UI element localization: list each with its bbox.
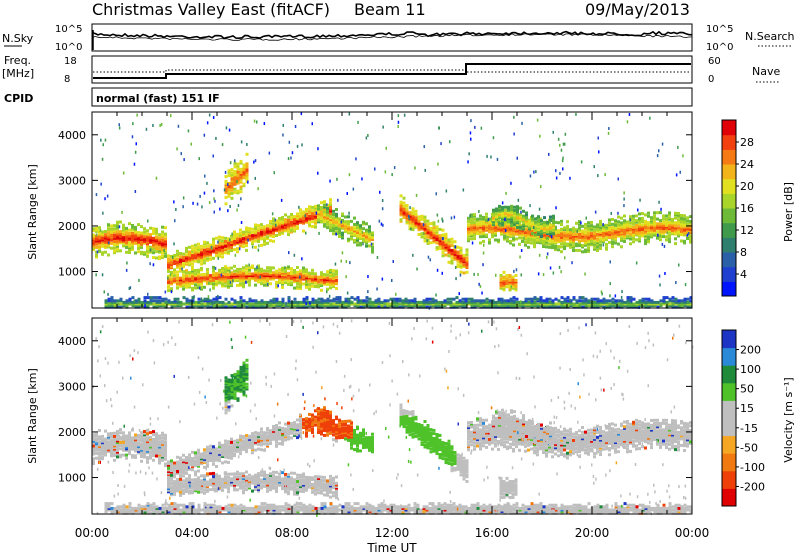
freq-trace — [93, 64, 691, 78]
nsearch-label: N.Search — [745, 30, 795, 43]
station-title: Christmas Valley East (fitACF) — [92, 0, 330, 19]
velocity-colorbar-tick: 100 — [740, 363, 761, 376]
power-colorbar-tick: 16 — [740, 202, 754, 215]
x-tick-2: 08:00 — [275, 526, 310, 540]
velocity-ytick-2000: 2000 — [58, 426, 86, 439]
power-ylabel: Slant Range [km] — [26, 164, 39, 260]
velocity-colorbar-swatch — [722, 400, 736, 418]
freq-panel: Freq. [MHz] 18 8 60 0 Nave — [2, 54, 780, 85]
power-colorbar-tick: 12 — [740, 224, 754, 237]
date-title: 09/May/2013 — [585, 0, 690, 19]
cpid-mode: normal (fast) 151 IF — [96, 92, 220, 105]
power-colorbar-swatch — [722, 135, 736, 150]
velocity-colorbar-tick: 200 — [740, 344, 761, 357]
power-colorbar-swatch — [722, 267, 736, 282]
power-colorbar-tick: 8 — [740, 246, 747, 259]
nsearch-tick-top: 10^5 — [706, 24, 733, 35]
nsky-label: N.Sky — [2, 32, 34, 45]
nave-trace — [93, 70, 691, 72]
power-colorbar-swatch — [722, 252, 736, 267]
cpid-panel: CPID normal (fast) 151 IF — [4, 88, 692, 106]
power-colorbar-tick: 20 — [740, 180, 754, 193]
nave-label: Nave — [752, 65, 780, 78]
x-tick-3: 12:00 — [375, 526, 410, 540]
nsky-tick-top: 10^5 — [55, 24, 82, 35]
velocity-panel: Slant Range [km] 1000 2000 3000 4000 -200 -1… — [26, 318, 795, 517]
power-ytick-4000: 4000 — [58, 129, 86, 142]
velocity-colorbar-swatch — [722, 348, 736, 366]
velocity-colorbar-swatch — [722, 383, 736, 401]
power-colorbar-swatch — [722, 281, 736, 296]
velocity-colorbar-tick: -200 — [740, 480, 765, 493]
cpid-label: CPID — [4, 92, 33, 105]
nave-tick-bottom: 0 — [708, 74, 714, 85]
power-colorbar-swatch — [722, 193, 736, 208]
velocity-ytick-4000: 4000 — [58, 335, 86, 348]
power-colorbar-swatch — [722, 149, 736, 164]
power-colorbar-swatch — [722, 223, 736, 238]
velocity-colorbar-swatch — [722, 365, 736, 383]
velocity-colorbar-swatch — [722, 436, 736, 454]
velocity-colorbar-tick: -50 — [740, 441, 758, 454]
x-tick-1: 04:00 — [175, 526, 210, 540]
power-colorbar-swatch — [722, 237, 736, 252]
velocity-colorbar-tick: 15 — [740, 402, 754, 415]
power-colorbar-tick: 28 — [740, 136, 754, 149]
x-tick-0: 00:00 — [75, 526, 110, 540]
x-tick-6: 00:00 — [675, 526, 710, 540]
velocity-colorbar-swatch — [722, 471, 736, 489]
velocity-ytick-3000: 3000 — [58, 380, 86, 393]
power-panel: Slant Range [km] 1000 2000 3000 4000 4 8 12 16… — [26, 112, 795, 310]
freq-label-2: [MHz] — [2, 67, 34, 80]
beam-title: Beam 11 — [354, 0, 426, 19]
nave-tick-top: 60 — [708, 56, 721, 67]
velocity-colorbar-swatch — [722, 488, 736, 506]
x-tick-4: 16:00 — [475, 526, 510, 540]
velocity-colorbar-swatch — [722, 330, 736, 348]
power-colorbar-tick: 24 — [740, 158, 754, 171]
velocity-colorbar: -200 -100 -50 -15 15 50 100 200 — [722, 330, 765, 507]
velocity-colorbar-swatch — [722, 418, 736, 436]
velocity-ytick-1000: 1000 — [58, 472, 86, 485]
power-ytick-2000: 2000 — [58, 220, 86, 233]
nsky-trace — [92, 32, 692, 39]
velocity-colorbar-tick: -100 — [740, 461, 765, 474]
velocity-colorbar-swatch — [722, 453, 736, 471]
x-axis-label: Time UT — [366, 541, 417, 554]
power-colorbar-swatch — [722, 120, 736, 135]
nsearch-tick-bottom: 10^0 — [706, 42, 733, 53]
nsky-panel: N.Sky 10^5 10^0 10^5 10^0 N.Search — [2, 24, 795, 53]
power-colorbar-swatch — [722, 164, 736, 179]
power-colorbar: 4 8 12 16 20 24 28 — [722, 120, 754, 297]
freq-tick-top: 18 — [64, 56, 77, 67]
freq-tick-bottom: 8 — [64, 74, 70, 85]
power-ytick-1000: 1000 — [58, 266, 86, 279]
velocity-colorbar-label: Velocity [m s⁻¹] — [782, 377, 795, 462]
power-colorbar-label: Power [dB] — [782, 182, 795, 242]
power-colorbar-swatch — [722, 179, 736, 194]
nsky-tick-bottom: 10^0 — [55, 42, 82, 53]
velocity-colorbar-tick: -15 — [740, 422, 758, 435]
x-axis: 00:00 04:00 08:00 12:00 16:00 20:00 00:00 — [75, 526, 710, 540]
velocity-colorbar-tick: 50 — [740, 383, 754, 396]
velocity-ylabel: Slant Range [km] — [26, 368, 39, 464]
power-colorbar-swatch — [722, 208, 736, 223]
x-tick-5: 20:00 — [575, 526, 610, 540]
freq-label-1: Freq. — [4, 54, 31, 67]
power-colorbar-tick: 4 — [740, 268, 747, 281]
power-ytick-3000: 3000 — [58, 174, 86, 187]
